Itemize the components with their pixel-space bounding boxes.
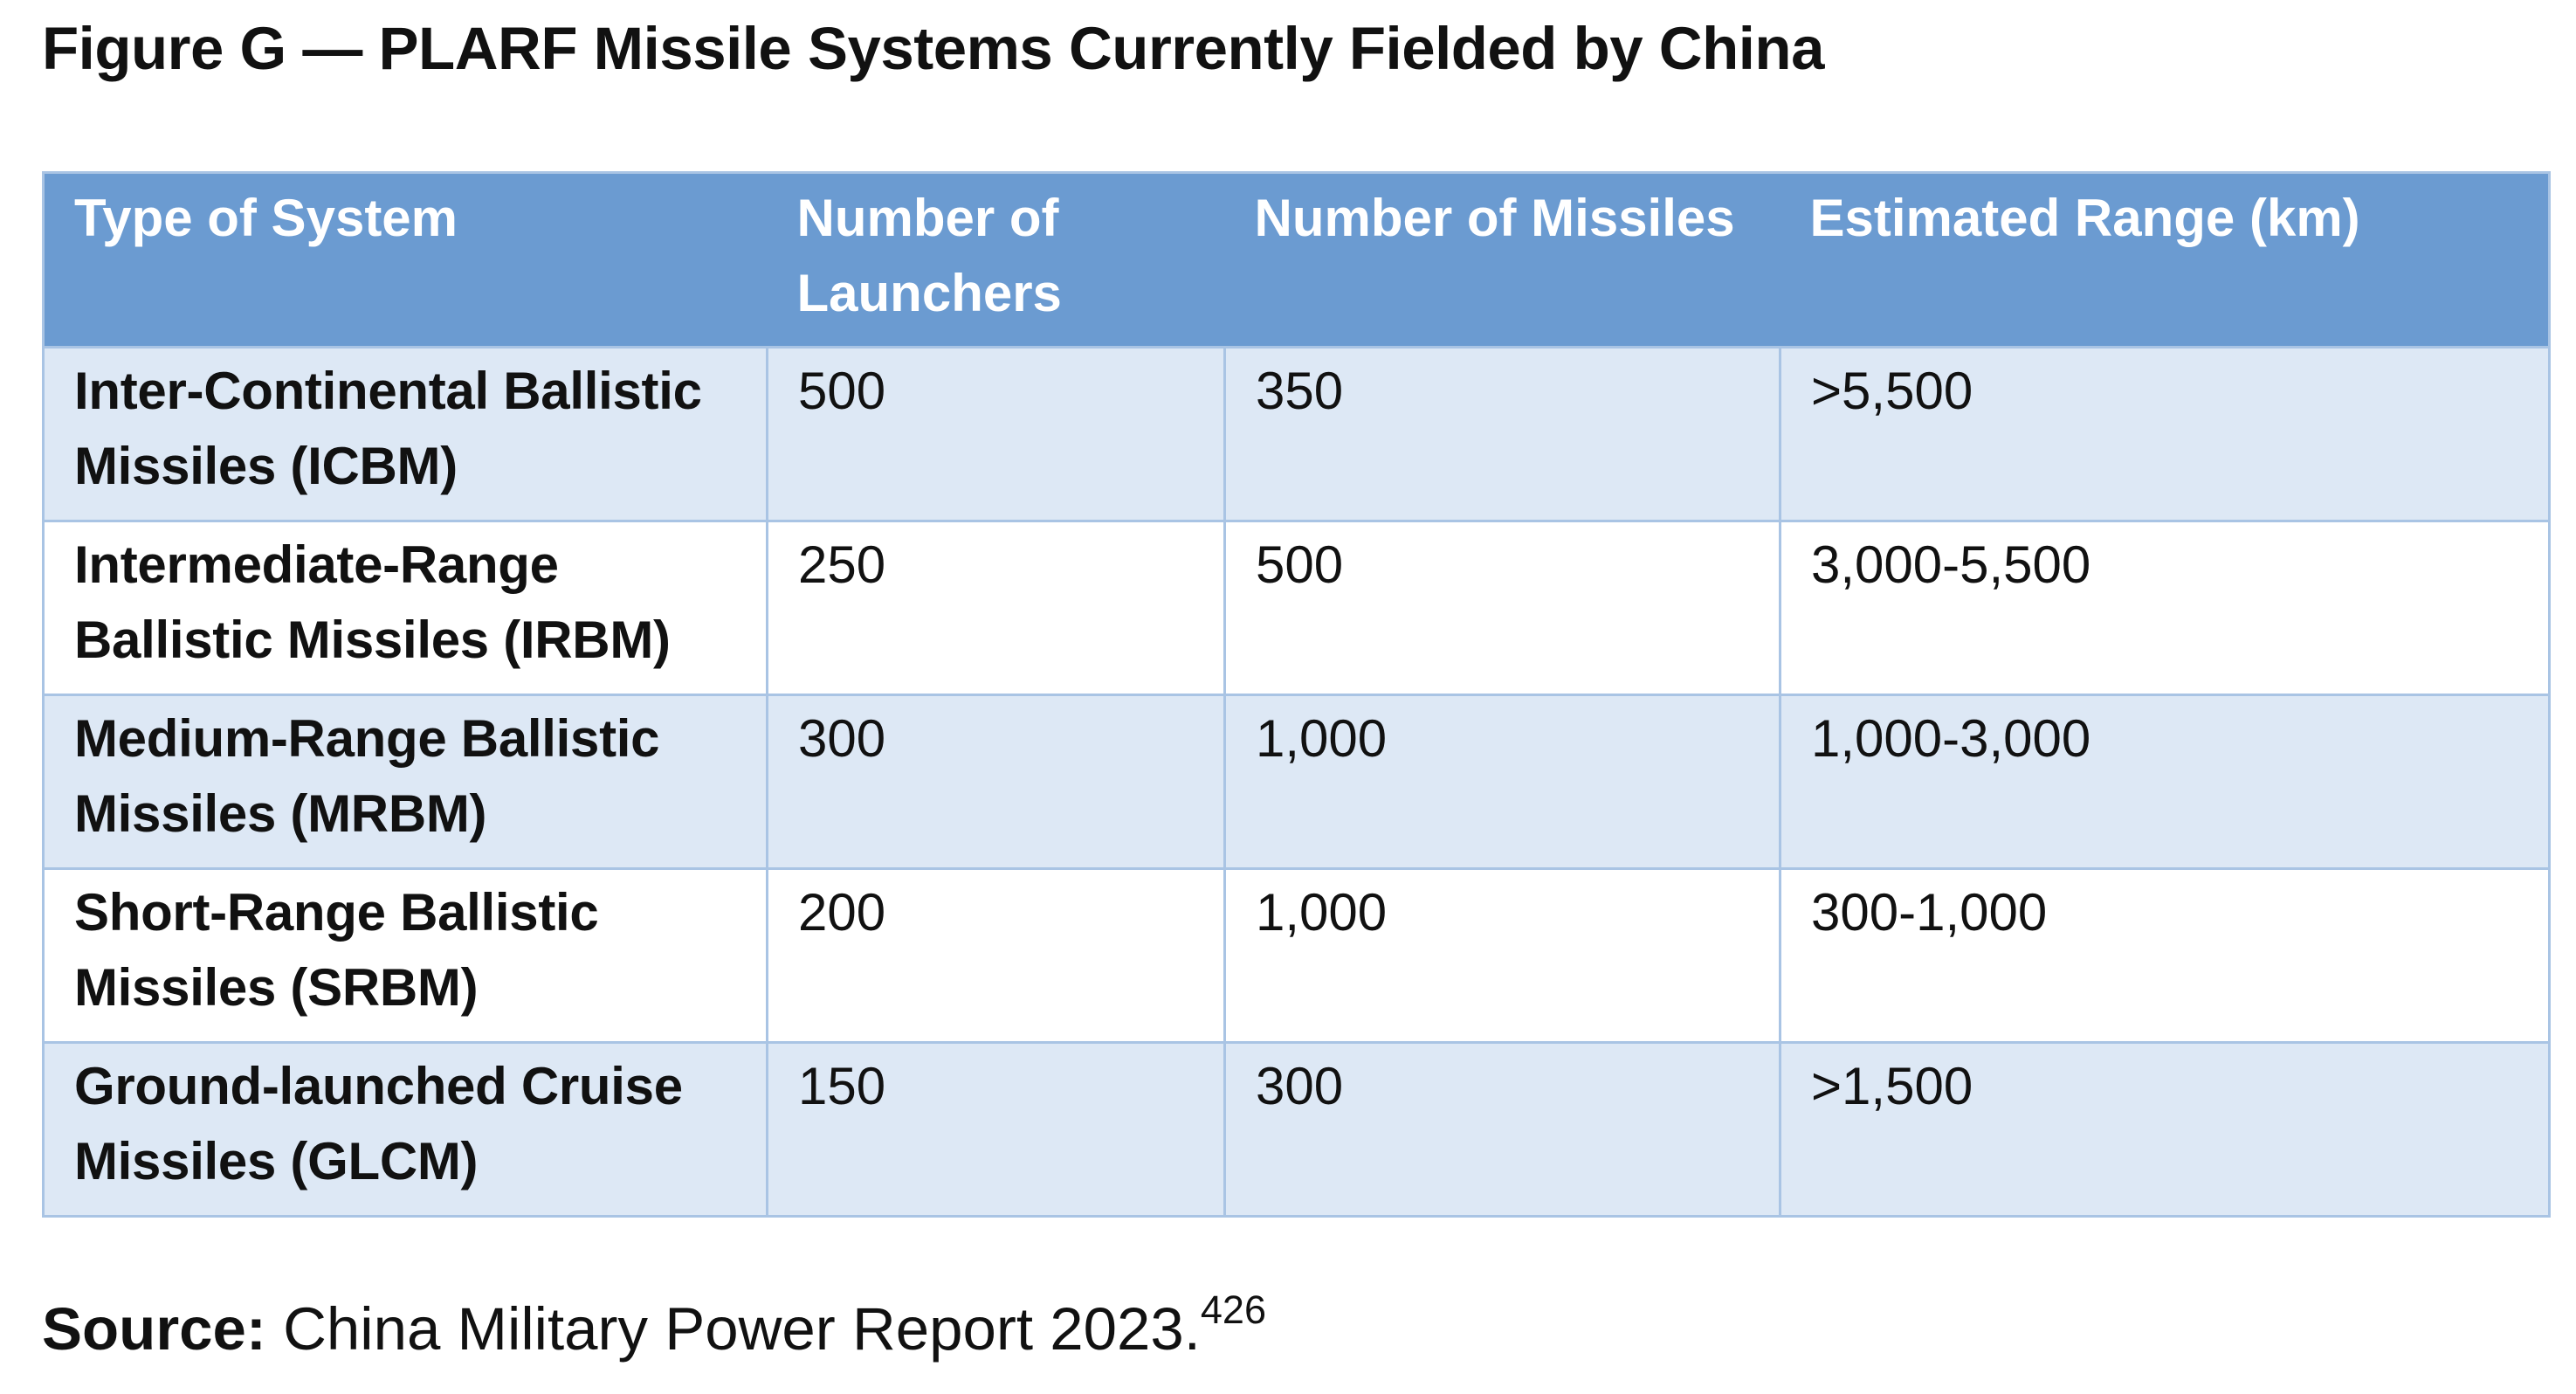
header-estimated-range: Estimated Range (km) (1780, 172, 2550, 348)
missiles-cell: 1,000 (1223, 867, 1781, 1044)
system-cell: Medium-Range Ballistic Missiles (MRBM) (42, 694, 768, 870)
header-type-of-system: Type of System (43, 172, 768, 348)
launchers-cell: 250 (766, 520, 1226, 696)
table-row: Intermediate-Range Ballistic Missiles (I… (42, 520, 2551, 696)
range-cell: >5,500 (1779, 346, 2551, 522)
launchers-cell: 500 (766, 346, 1226, 522)
missiles-cell: 500 (1223, 520, 1781, 696)
missiles-cell: 350 (1223, 346, 1781, 522)
source-text: China Military Power Report 2023. (283, 1295, 1201, 1363)
missiles-cell: 300 (1223, 1041, 1781, 1218)
table-row: Ground-launched Cruise Missiles (GLCM) 1… (42, 1041, 2551, 1218)
table-header-row: Type of System Number of Launchers Numbe… (43, 172, 2550, 348)
range-cell: 1,000-3,000 (1779, 694, 2551, 870)
missiles-cell: 1,000 (1223, 694, 1781, 870)
range-cell: 300-1,000 (1779, 867, 2551, 1044)
table-row: Medium-Range Ballistic Missiles (MRBM) 3… (42, 694, 2551, 870)
system-cell: Ground-launched Cruise Missiles (GLCM) (42, 1041, 768, 1218)
table-row: Short-Range Ballistic Missiles (SRBM) 20… (42, 867, 2551, 1044)
source-note: Source: China Military Power Report 2023… (42, 1290, 1266, 1366)
header-number-of-missiles: Number of Missiles (1224, 172, 1780, 348)
system-cell: Intermediate-Range Ballistic Missiles (I… (42, 520, 768, 696)
launchers-cell: 150 (766, 1041, 1226, 1218)
source-label: Source: (42, 1295, 266, 1363)
header-number-of-launchers: Number of Launchers (767, 172, 1225, 348)
system-cell: Short-Range Ballistic Missiles (SRBM) (42, 867, 768, 1044)
missile-systems-table: Type of System Number of Launchers Numbe… (42, 171, 2551, 1218)
figure-title: Figure G — PLARF Missile Systems Current… (42, 15, 1824, 82)
launchers-cell: 300 (766, 694, 1226, 870)
footnote-number: 426 (1200, 1287, 1266, 1332)
range-cell: >1,500 (1779, 1041, 2551, 1218)
system-cell: Inter-Continental Ballistic Missiles (IC… (42, 346, 768, 522)
launchers-cell: 200 (766, 867, 1226, 1044)
range-cell: 3,000-5,500 (1779, 520, 2551, 696)
table-row: Inter-Continental Ballistic Missiles (IC… (42, 346, 2551, 522)
